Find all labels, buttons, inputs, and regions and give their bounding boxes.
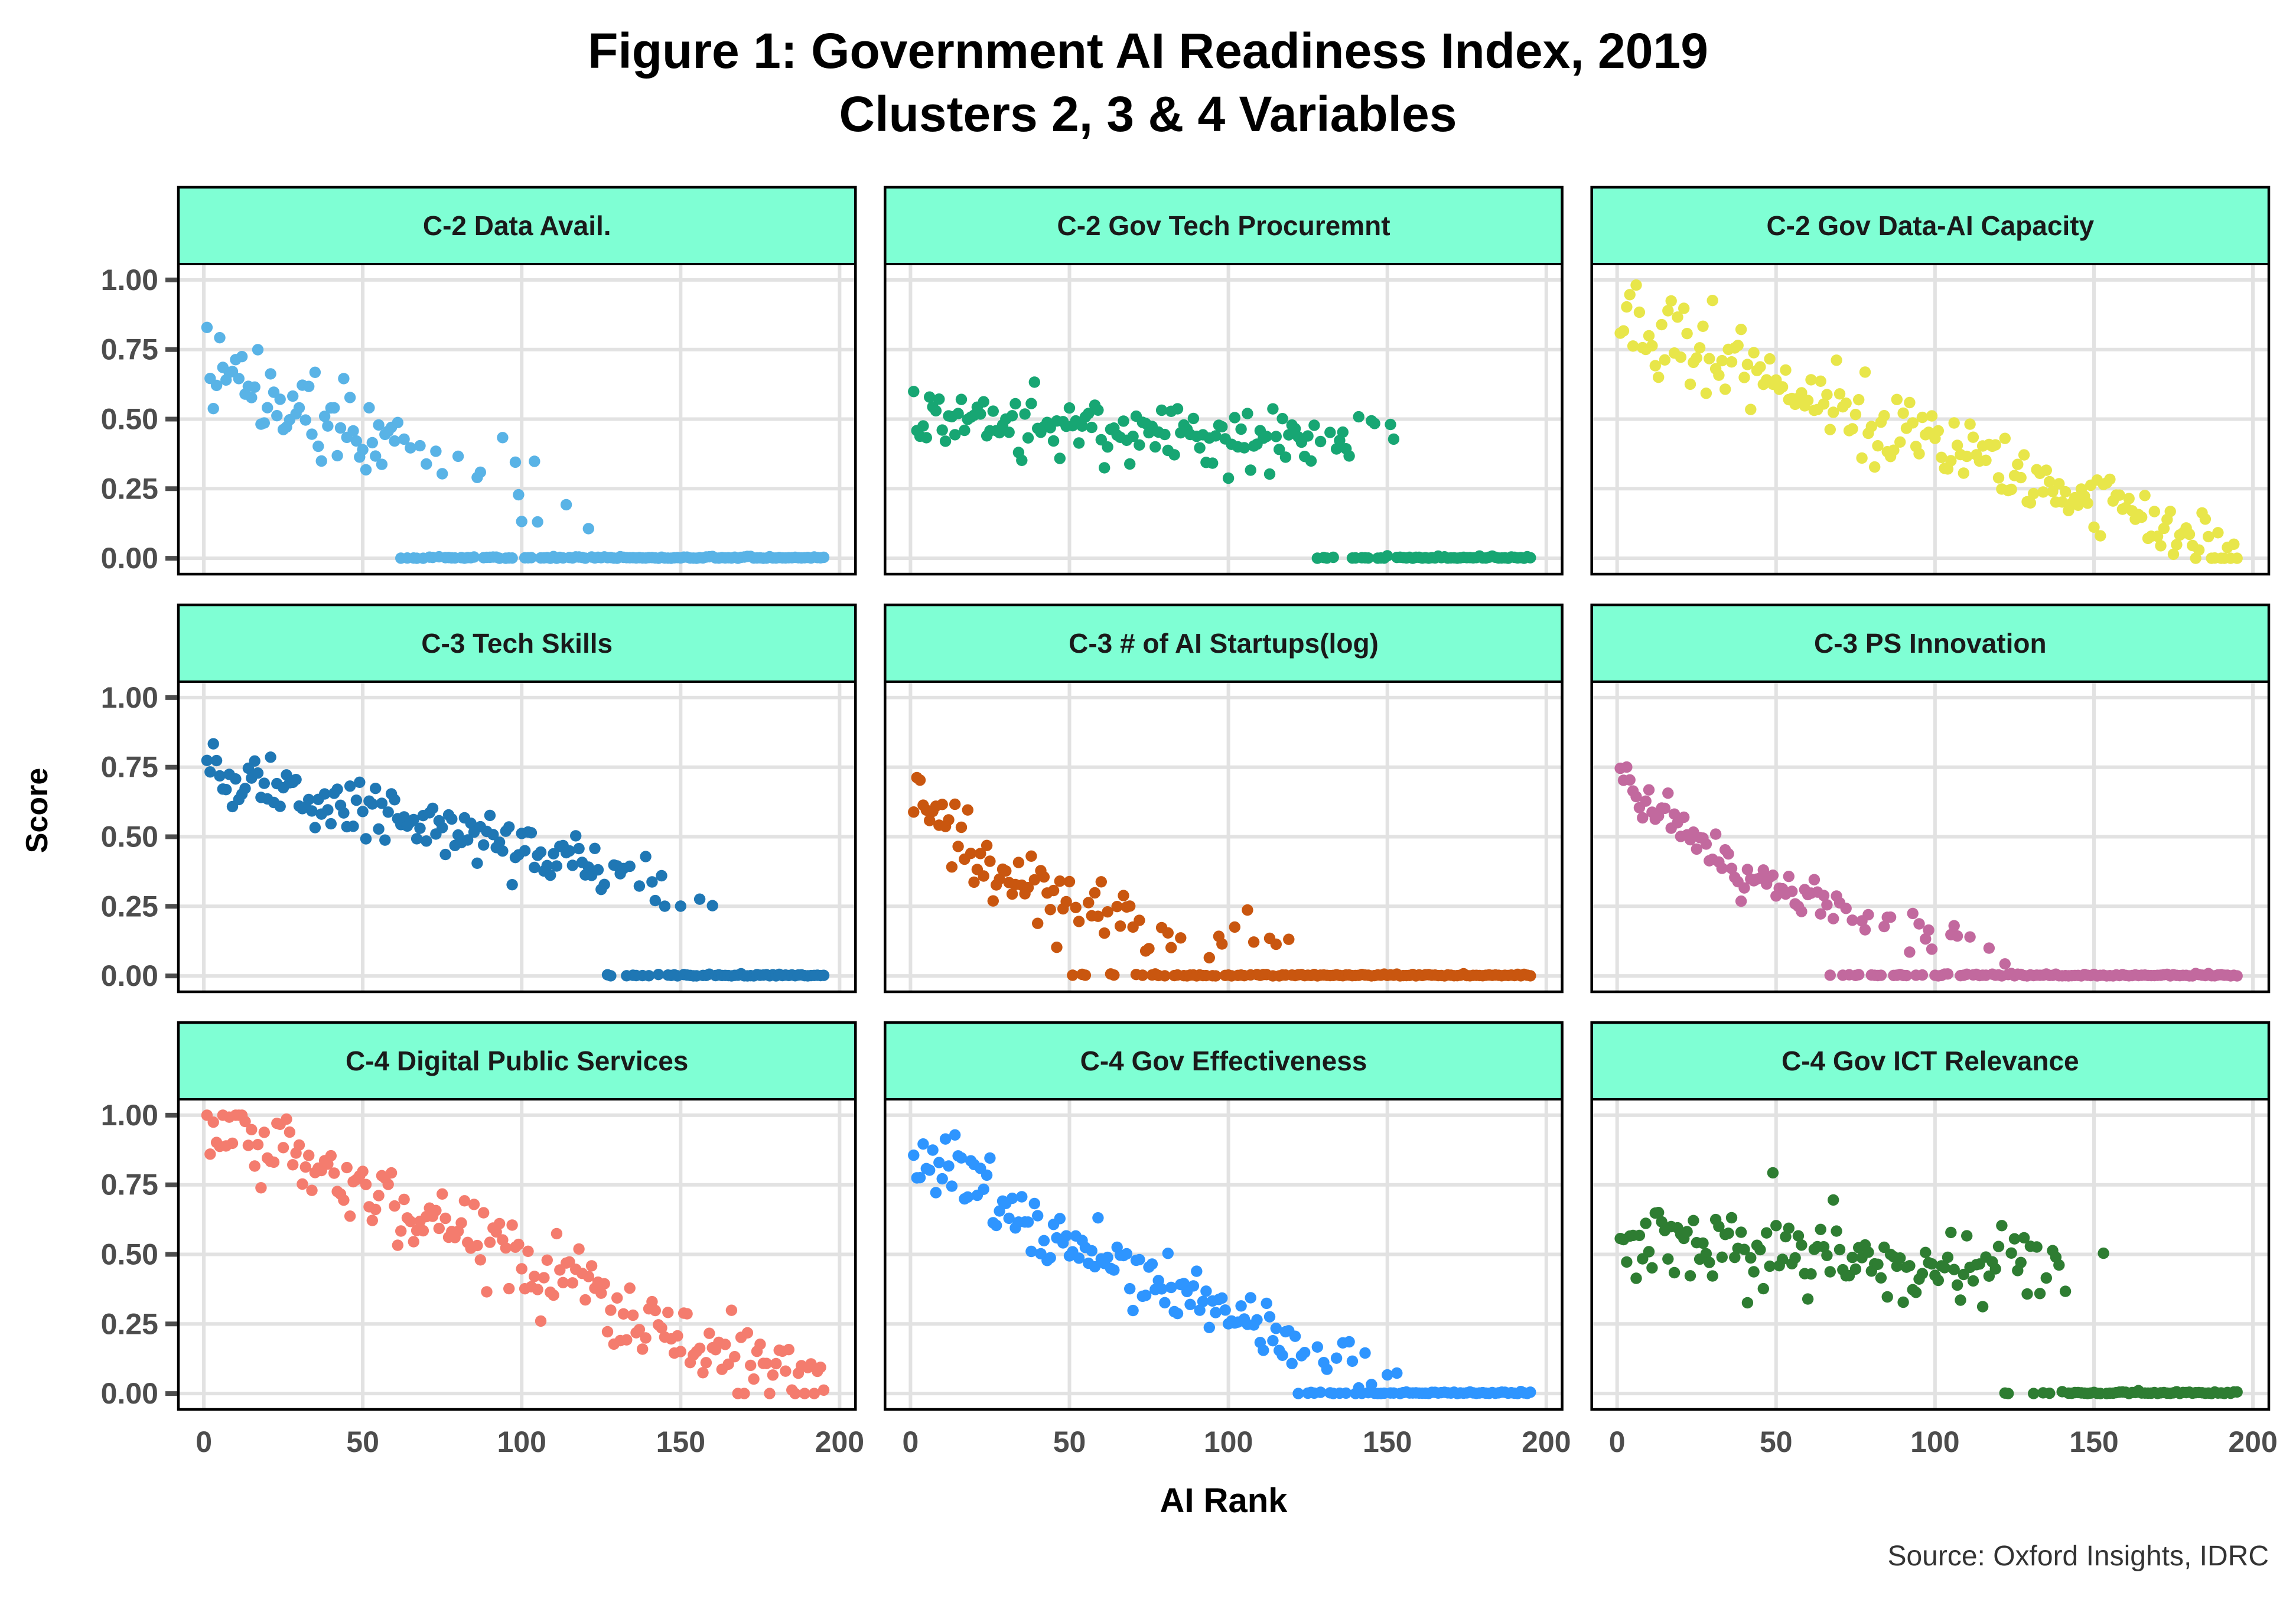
svg-text:100: 100 bbox=[1204, 1425, 1253, 1458]
svg-text:1.00: 1.00 bbox=[101, 1099, 158, 1132]
svg-text:0.75: 0.75 bbox=[101, 751, 158, 784]
svg-text:C-3 # of AI Startups(log): C-3 # of AI Startups(log) bbox=[1069, 628, 1379, 659]
svg-text:C-4 Gov Effectiveness: C-4 Gov Effectiveness bbox=[1080, 1046, 1367, 1076]
svg-text:50: 50 bbox=[1053, 1425, 1086, 1458]
svg-text:0.00: 0.00 bbox=[101, 1377, 158, 1410]
svg-text:C-4 Digital Public Services: C-4 Digital Public Services bbox=[346, 1046, 688, 1076]
svg-text:150: 150 bbox=[1363, 1425, 1412, 1458]
svg-text:0: 0 bbox=[902, 1425, 919, 1458]
svg-text:1.00: 1.00 bbox=[101, 263, 158, 297]
svg-text:0: 0 bbox=[1609, 1425, 1626, 1458]
svg-text:50: 50 bbox=[346, 1425, 379, 1458]
svg-text:0.00: 0.00 bbox=[101, 542, 158, 575]
svg-text:C-3 Tech Skills: C-3 Tech Skills bbox=[421, 628, 613, 659]
svg-text:0.75: 0.75 bbox=[101, 333, 158, 366]
svg-text:50: 50 bbox=[1760, 1425, 1793, 1458]
svg-text:100: 100 bbox=[1910, 1425, 1959, 1458]
svg-text:C-2 Gov Data-AI Capacity: C-2 Gov Data-AI Capacity bbox=[1766, 210, 2094, 241]
svg-text:0.25: 0.25 bbox=[101, 1307, 158, 1340]
svg-text:0.50: 0.50 bbox=[101, 403, 158, 436]
svg-text:Score: Score bbox=[20, 768, 54, 854]
svg-text:200: 200 bbox=[815, 1425, 864, 1458]
svg-text:0.50: 0.50 bbox=[101, 1238, 158, 1271]
svg-text:C-3 PS Innovation: C-3 PS Innovation bbox=[1814, 628, 2047, 659]
svg-text:C-4 Gov ICT Relevance: C-4 Gov ICT Relevance bbox=[1782, 1046, 2079, 1076]
svg-text:Figure 1: Government AI Readin: Figure 1: Government AI Readiness Index,… bbox=[588, 23, 1708, 79]
svg-text:C-2 Gov Tech Procuremnt: C-2 Gov Tech Procuremnt bbox=[1057, 210, 1390, 241]
svg-text:Source: Oxford Insights, IDRC: Source: Oxford Insights, IDRC bbox=[1887, 1541, 2269, 1572]
svg-text:0.25: 0.25 bbox=[101, 890, 158, 923]
svg-text:150: 150 bbox=[656, 1425, 705, 1458]
svg-text:0.50: 0.50 bbox=[101, 820, 158, 854]
svg-text:0: 0 bbox=[196, 1425, 212, 1458]
svg-text:200: 200 bbox=[2228, 1425, 2277, 1458]
svg-text:150: 150 bbox=[2069, 1425, 2118, 1458]
svg-text:0.25: 0.25 bbox=[101, 472, 158, 505]
svg-text:Clusters 2, 3 & 4 Variables: Clusters 2, 3 & 4 Variables bbox=[839, 86, 1457, 142]
svg-text:C-2 Data Avail.: C-2 Data Avail. bbox=[423, 210, 611, 241]
svg-text:200: 200 bbox=[1522, 1425, 1571, 1458]
svg-text:0.75: 0.75 bbox=[101, 1168, 158, 1202]
svg-text:1.00: 1.00 bbox=[101, 681, 158, 714]
svg-text:AI Rank: AI Rank bbox=[1160, 1481, 1288, 1520]
svg-text:0.00: 0.00 bbox=[101, 959, 158, 992]
svg-text:100: 100 bbox=[497, 1425, 546, 1458]
